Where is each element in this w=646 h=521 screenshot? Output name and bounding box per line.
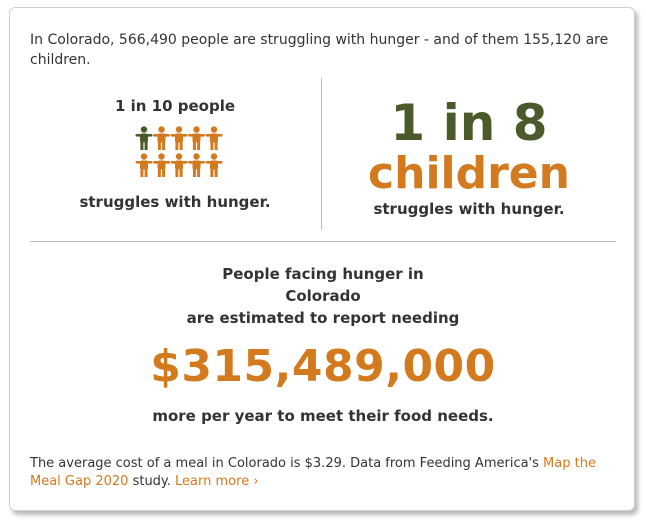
vertical-divider bbox=[321, 78, 322, 230]
person-icon bbox=[170, 153, 188, 177]
person-icon bbox=[205, 153, 223, 177]
hunger-facts-card: In Colorado, 566,490 people are struggli… bbox=[9, 7, 635, 511]
adult-ratio-heading: 1 in 10 people bbox=[114, 97, 236, 115]
person-icon bbox=[170, 126, 188, 150]
need-line-3: are estimated to report needing bbox=[186, 309, 460, 327]
meal-gap-link[interactable]: Map the Meal Gap 2020 bbox=[30, 456, 596, 489]
need-line-1: People facing hunger in bbox=[222, 265, 424, 283]
footnote-after-link: study. bbox=[128, 474, 176, 489]
footnote-text: The average cost of a meal in Colorado i… bbox=[30, 456, 544, 471]
stats-row: 1 in 10 people struggles with hunger. 1 … bbox=[30, 76, 616, 232]
child-hunger-caption: struggles with hunger. bbox=[373, 200, 565, 218]
person-icon bbox=[153, 126, 170, 150]
person-icon bbox=[135, 126, 153, 150]
adult-hunger-caption: struggles with hunger. bbox=[79, 193, 271, 211]
footnote: The average cost of a meal in Colorado i… bbox=[30, 455, 620, 491]
horizontal-divider bbox=[30, 241, 616, 242]
person-icon bbox=[153, 153, 170, 177]
learn-more-link[interactable]: Learn more › bbox=[175, 474, 259, 489]
meal-need-section: People facing hunger in Colorado are est… bbox=[30, 263, 616, 425]
children-label: children bbox=[368, 148, 570, 199]
child-hunger-stat: 1 in 8 children struggles with hunger. bbox=[322, 76, 616, 232]
person-icon bbox=[205, 126, 223, 150]
adult-hunger-stat: 1 in 10 people struggles with hunger. bbox=[30, 76, 320, 232]
need-line-2: Colorado bbox=[285, 287, 361, 305]
need-amount: $315,489,000 bbox=[150, 341, 496, 392]
child-ratio: 1 in 8 bbox=[390, 94, 548, 152]
person-icon bbox=[188, 126, 205, 150]
need-caption: more per year to meet their food needs. bbox=[152, 407, 494, 425]
people-grid-icon bbox=[135, 126, 223, 177]
intro-text: In Colorado, 566,490 people are struggli… bbox=[30, 32, 609, 68]
person-icon bbox=[135, 153, 153, 177]
person-icon bbox=[188, 153, 205, 177]
